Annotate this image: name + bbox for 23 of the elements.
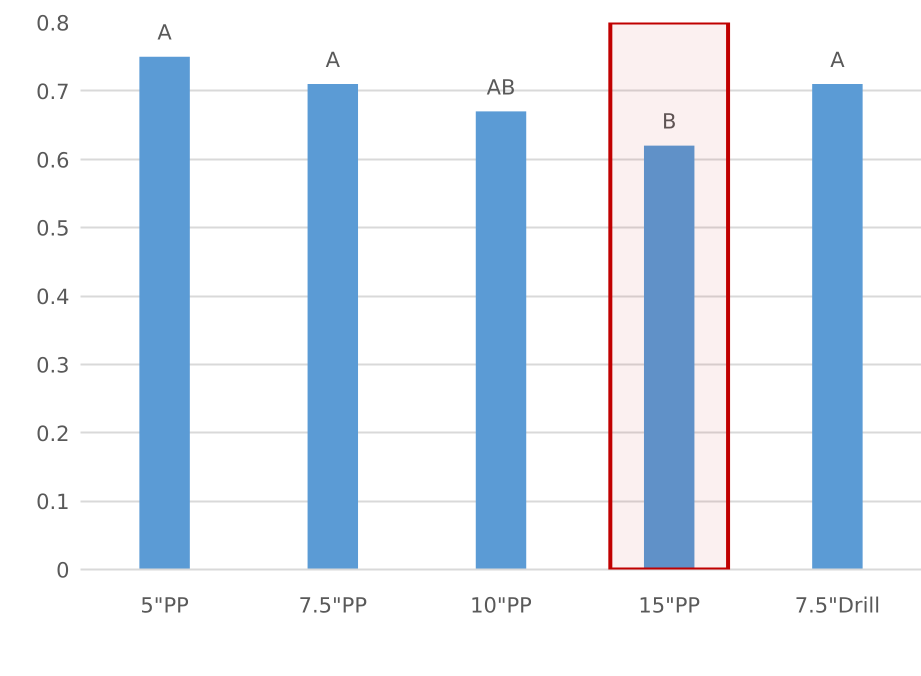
x-tick-label: 10"PP	[470, 594, 532, 618]
x-tick-label: 5"PP	[140, 594, 189, 618]
bar	[476, 111, 526, 570]
annotation: A	[830, 48, 846, 72]
y-tick-label: 0.2	[36, 422, 70, 446]
bar	[139, 56, 190, 570]
annotation: AB	[486, 75, 516, 100]
x-tick-label: 15"PP	[638, 594, 700, 618]
y-tick-label: 0.1	[36, 490, 70, 514]
annotation: A	[326, 48, 341, 72]
y-tick-label: 0.5	[36, 216, 70, 241]
y-tick-label: 0.3	[36, 353, 70, 378]
y-tick-label: 0	[56, 558, 70, 582]
y-tick-label: 0.7	[36, 80, 70, 104]
y-tick-label: 0.8	[36, 12, 70, 36]
y-tick-label: 0.4	[36, 285, 70, 309]
annotation: A	[157, 20, 172, 45]
x-tick-label: 7.5"Drill	[794, 594, 880, 618]
y-tick-label: 0.6	[36, 148, 70, 172]
bar	[308, 84, 358, 570]
bar	[812, 84, 863, 570]
x-tick-label: 7.5"PP	[298, 594, 367, 618]
annotation: B	[662, 110, 676, 134]
